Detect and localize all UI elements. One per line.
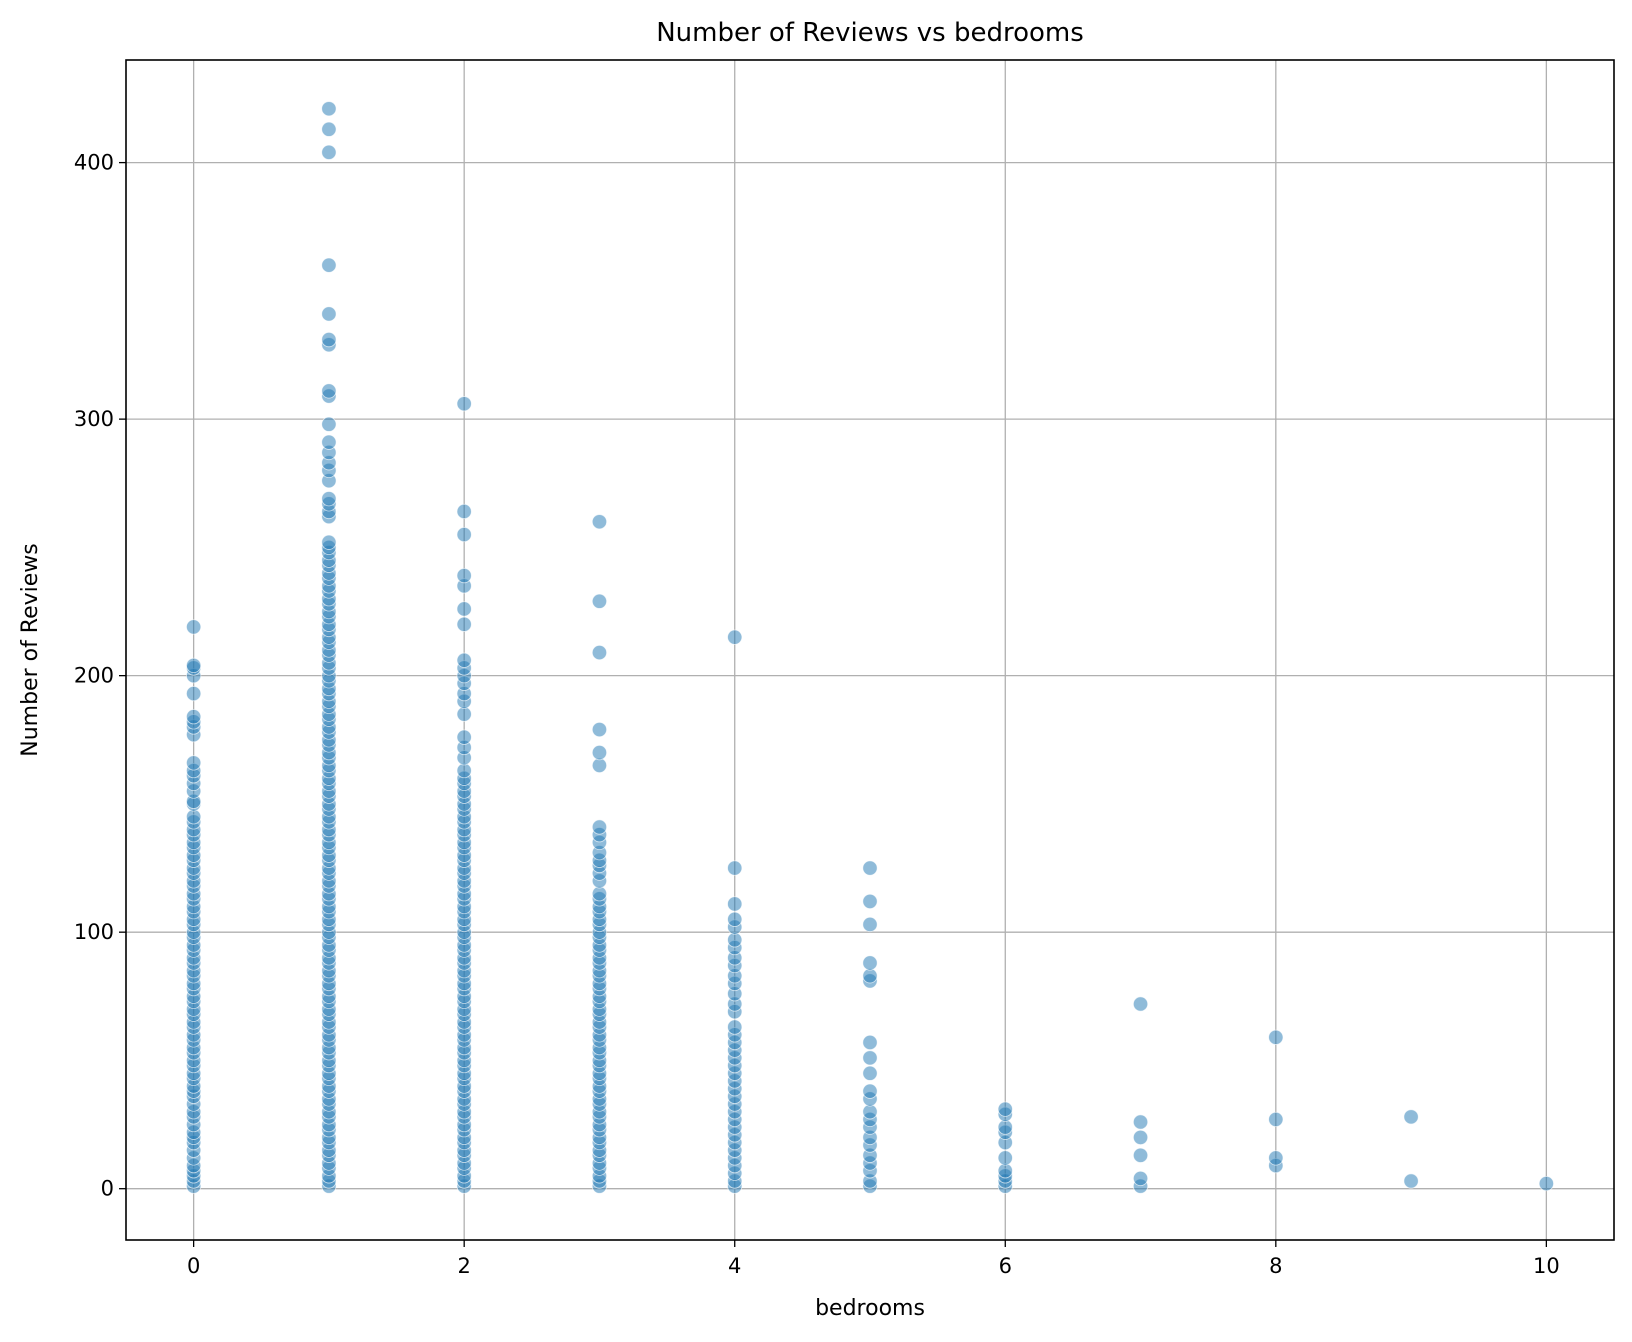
data-point — [591, 886, 608, 902]
x-tick-label: 2 — [457, 1254, 470, 1278]
data-point — [997, 1163, 1013, 1179]
points-layer — [186, 101, 1554, 1194]
data-point — [862, 1050, 878, 1066]
x-tick-label: 6 — [999, 1254, 1012, 1278]
x-tick-label: 0 — [187, 1254, 200, 1278]
data-point — [186, 619, 202, 635]
data-point — [862, 1065, 878, 1081]
data-point — [456, 568, 472, 584]
data-point — [321, 416, 337, 432]
data-point — [997, 1119, 1013, 1135]
data-point — [591, 644, 608, 661]
data-point — [1132, 996, 1149, 1012]
y-tick-label: 200 — [74, 664, 114, 688]
data-point — [591, 514, 608, 530]
data-point — [727, 932, 743, 948]
data-point — [321, 121, 337, 137]
y-tick-label: 400 — [74, 151, 114, 175]
data-point — [186, 686, 202, 702]
data-point — [591, 757, 608, 774]
data-point — [321, 101, 337, 117]
data-point — [1132, 1147, 1149, 1163]
data-point — [1268, 1150, 1284, 1166]
data-point — [862, 955, 878, 971]
data-point — [456, 762, 472, 779]
data-point — [1403, 1173, 1419, 1189]
data-point — [862, 1104, 878, 1120]
x-tick-label: 8 — [1269, 1254, 1282, 1278]
data-point — [321, 306, 337, 322]
data-point — [862, 968, 878, 984]
data-point — [456, 526, 472, 543]
data-point — [862, 860, 878, 876]
data-point — [456, 729, 472, 745]
plot-frame — [125, 59, 1615, 1241]
data-point — [591, 593, 608, 609]
x-tick-label: 10 — [1533, 1254, 1560, 1278]
data-point — [456, 503, 472, 520]
y-tick-label: 100 — [74, 920, 114, 944]
data-point — [591, 819, 608, 835]
data-point — [591, 745, 608, 761]
data-point — [591, 721, 608, 738]
data-point — [727, 911, 743, 927]
data-point — [456, 706, 472, 722]
chart-title: Number of Reviews vs bedrooms — [656, 18, 1084, 48]
data-point — [727, 629, 743, 645]
grid-layer — [126, 60, 1614, 1240]
data-point — [862, 1034, 878, 1051]
data-point — [456, 652, 472, 668]
data-point — [1268, 1111, 1284, 1128]
data-point — [321, 383, 337, 399]
data-point — [321, 257, 337, 273]
data-point — [1268, 1029, 1284, 1045]
data-point — [186, 755, 202, 771]
data-point — [862, 893, 878, 909]
y-axis-label: Number of Reviews — [18, 543, 43, 757]
data-point — [727, 860, 743, 876]
data-point — [321, 534, 337, 550]
data-point — [186, 657, 202, 673]
data-point — [321, 491, 337, 507]
data-point — [727, 1019, 743, 1035]
data-point — [862, 1083, 878, 1099]
data-point — [456, 601, 472, 617]
data-point — [997, 1101, 1013, 1117]
data-point — [1403, 1109, 1419, 1125]
data-point — [862, 916, 878, 933]
data-point — [186, 809, 202, 825]
data-point — [1132, 1170, 1149, 1187]
data-point — [321, 434, 337, 450]
y-tick-label: 300 — [74, 407, 114, 431]
data-point — [1132, 1114, 1149, 1130]
data-point — [1538, 1175, 1554, 1192]
data-point — [997, 1150, 1013, 1166]
data-point — [456, 616, 472, 632]
data-point — [727, 896, 743, 912]
data-point — [1132, 1129, 1149, 1145]
data-point — [186, 709, 202, 725]
data-point — [321, 332, 337, 348]
y-tick-label: 0 — [101, 1177, 114, 1201]
x-axis-label: bedrooms — [815, 1296, 925, 1321]
x-tick-label: 4 — [728, 1254, 741, 1278]
data-point — [456, 396, 472, 412]
data-point — [321, 144, 337, 160]
